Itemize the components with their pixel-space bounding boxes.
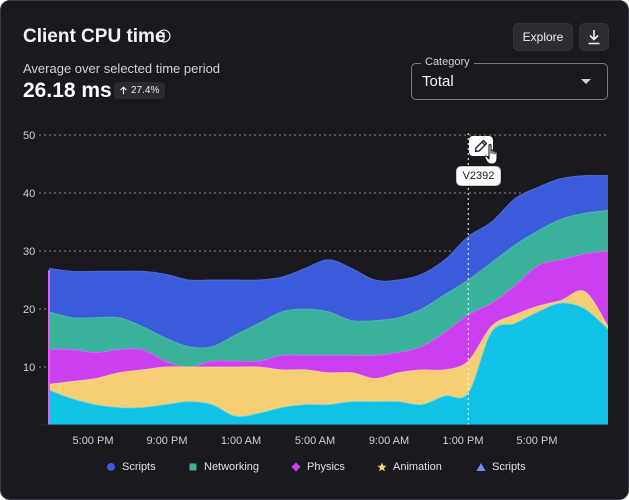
y-tick-label: 30 xyxy=(23,246,35,258)
pencil-icon xyxy=(474,139,488,153)
category-select-value: Total xyxy=(422,73,454,90)
page-title: Client CPU time xyxy=(23,26,166,47)
legend-item-animation[interactable]: Animation xyxy=(377,461,442,473)
area-scripts-2-line xyxy=(48,302,609,418)
area-physics-line xyxy=(48,250,609,368)
area-animation xyxy=(49,290,608,425)
version-tooltip: V2392 xyxy=(456,166,501,186)
info-icon[interactable] xyxy=(157,29,171,43)
category-select-label: Category xyxy=(421,56,474,68)
x-tick-label: 5:00 AM xyxy=(295,435,335,447)
change-badge-value: 27.4% xyxy=(131,85,160,96)
stacked-area-chart[interactable]: 10 20 30 40 50 5:00 PM 9:00 PM 1:00 AM 5:00 AM 9:… xyxy=(1,1,628,461)
y-tick-label: 50 xyxy=(23,130,35,142)
hand-pointer-icon xyxy=(484,144,498,165)
area-scripts-line xyxy=(48,174,609,282)
chevron-down-icon xyxy=(581,79,591,84)
edit-annotation-button[interactable] xyxy=(469,136,493,156)
explore-button[interactable]: Explore xyxy=(513,23,573,51)
arrow-up-icon xyxy=(120,86,127,95)
y-tick-label: 10 xyxy=(23,362,35,374)
metric-value: 26.18 ms xyxy=(23,79,112,102)
legend-item-networking[interactable]: Networking xyxy=(188,461,259,473)
legend-item-scripts-2[interactable]: Scripts xyxy=(476,461,526,473)
change-badge: 27.4% xyxy=(114,82,166,99)
star-marker-icon xyxy=(377,462,387,472)
x-tick-label: 5:00 PM xyxy=(73,435,114,447)
triangle-marker-icon xyxy=(476,463,486,471)
legend-label: Scripts xyxy=(122,461,156,473)
legend-item-physics[interactable]: Physics xyxy=(291,461,345,473)
x-tick-label: 9:00 PM xyxy=(147,435,188,447)
legend-item-scripts[interactable]: Scripts xyxy=(106,461,156,473)
square-marker-icon xyxy=(189,463,197,471)
metric-subtitle: Average over selected time period xyxy=(23,61,221,76)
diamond-marker-icon xyxy=(291,462,301,472)
legend-label: Networking xyxy=(204,461,260,473)
area-networking-line xyxy=(48,209,609,349)
x-tick-label: 1:00 AM xyxy=(221,435,261,447)
download-button[interactable] xyxy=(579,23,609,51)
circle-marker-icon xyxy=(107,463,115,471)
area-animation-line xyxy=(48,290,609,385)
x-tick-label: 1:00 PM xyxy=(443,435,484,447)
y-tick-label: 20 xyxy=(23,304,35,316)
legend-label: Animation xyxy=(393,461,442,473)
x-tick-label: 5:00 PM xyxy=(517,435,558,447)
download-icon xyxy=(588,30,600,45)
legend-label: Physics xyxy=(307,461,345,473)
chart-legend: Scripts Networking Physics Animation Scr… xyxy=(1,461,628,479)
legend-label: Scripts xyxy=(492,461,526,473)
y-tick-label: 40 xyxy=(23,188,35,200)
x-tick-label: 9:00 AM xyxy=(369,435,409,447)
category-select[interactable]: Category Total xyxy=(411,56,608,100)
